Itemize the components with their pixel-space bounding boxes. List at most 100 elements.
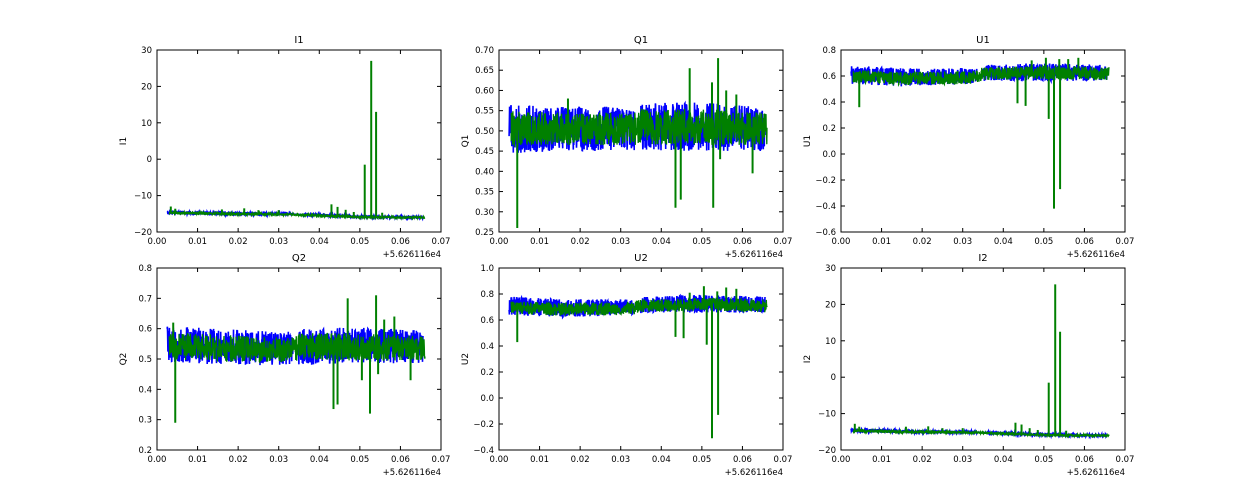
x-tick-label: 0.07 xyxy=(432,455,451,465)
x-tick-label: 0.02 xyxy=(913,237,932,247)
subplot-q2: 0.00 0.01 0.02 0.03 0.04 0.05 0.06 0.07 0.2 0.3 0.… xyxy=(119,253,450,478)
y-axis-label: U2 xyxy=(461,353,471,365)
y-tick-label: −10 xyxy=(818,410,836,420)
x-tick-label: 0.04 xyxy=(652,237,671,247)
x-offset-label: +5.626116e4 xyxy=(383,250,441,260)
x-tick-label: 0.03 xyxy=(953,237,972,247)
x-tick-label: 0.05 xyxy=(692,237,711,247)
x-tick-label: 0.00 xyxy=(490,237,509,247)
x-tick-label: 0.01 xyxy=(530,237,549,247)
series-2-line xyxy=(852,64,1110,87)
plot-area xyxy=(166,295,426,423)
chart-title: I1 xyxy=(294,35,303,46)
y-tick-label: 0.3 xyxy=(138,416,152,426)
y-tick-label: 30 xyxy=(141,46,152,56)
x-tick-label: 0.03 xyxy=(953,455,972,465)
y-axis-label: U1 xyxy=(803,135,813,147)
subplot-u1: 0.00 0.01 0.02 0.03 0.04 0.05 0.06 0.07 −0.6 −0.4… xyxy=(803,35,1134,260)
subplot-i1: 0.00 0.01 0.02 0.03 0.04 0.05 0.06 0.07 −20 −10 0 1… xyxy=(119,35,450,260)
y-tick-label: 0.6 xyxy=(822,72,836,82)
y-tick-label: 0.8 xyxy=(138,264,152,274)
x-tick-label: 0.03 xyxy=(269,455,288,465)
y-tick-label: 1.0 xyxy=(480,264,494,274)
y-tick-label: 10 xyxy=(825,337,836,347)
y-tick-label: −20 xyxy=(818,446,836,456)
subplot-i2: 0.00 0.01 0.02 0.03 0.04 0.05 0.06 0.07 −20 −10 0 1… xyxy=(803,253,1134,478)
x-tick-label: 0.07 xyxy=(1116,455,1135,465)
y-tick-label: 0.4 xyxy=(480,342,494,352)
plot-area xyxy=(850,284,1110,440)
y-tick-label: 0.45 xyxy=(475,147,494,157)
series-2 xyxy=(168,295,426,423)
y-tick-label: 0.0 xyxy=(822,150,836,160)
y-tick-label: 0.60 xyxy=(475,86,494,96)
x-tick-label: 0.04 xyxy=(652,455,671,465)
series-2 xyxy=(168,60,426,221)
y-tick-label: 0.25 xyxy=(475,228,494,238)
x-tick-label: 0.03 xyxy=(611,455,630,465)
y-tick-label: 0.70 xyxy=(475,46,494,56)
series-2 xyxy=(510,286,768,439)
y-tick-label: 0.65 xyxy=(475,66,494,76)
x-tick-label: 0.01 xyxy=(188,455,207,465)
axes-frame xyxy=(498,49,784,233)
x-offset-label: +5.626116e4 xyxy=(1067,468,1125,478)
x-tick-label: 0.02 xyxy=(913,455,932,465)
x-tick-label: 0.06 xyxy=(391,455,410,465)
x-tick-label: 0.00 xyxy=(148,237,167,247)
y-tick-label: 0.6 xyxy=(138,325,152,335)
y-tick-label: 0.40 xyxy=(475,167,494,177)
y-tick-label: −0.4 xyxy=(815,202,836,212)
x-tick-label: 0.00 xyxy=(832,455,851,465)
y-tick-label: 0.0 xyxy=(480,394,494,404)
subplot-q1: 0.00 0.01 0.02 0.03 0.04 0.05 0.06 0.07 0.25 0.30… xyxy=(461,35,792,260)
y-tick-label: 0.2 xyxy=(480,368,494,378)
x-tick-label: 0.02 xyxy=(229,455,248,465)
y-tick-label: 30 xyxy=(825,264,836,274)
plot-area xyxy=(508,58,768,228)
chart-title: Q2 xyxy=(292,253,306,264)
x-tick-label: 0.07 xyxy=(1116,237,1135,247)
chart-title: I2 xyxy=(978,253,987,264)
chart-title: U1 xyxy=(976,35,990,46)
x-tick-label: 0.05 xyxy=(350,455,369,465)
y-tick-label: 0.4 xyxy=(822,98,836,108)
y-tick-label: 0.2 xyxy=(822,124,836,134)
plot-area xyxy=(166,60,426,222)
x-tick-label: 0.05 xyxy=(350,237,369,247)
x-tick-label: 0.02 xyxy=(571,455,590,465)
y-tick-label: −20 xyxy=(134,228,152,238)
x-tick-label: 0.02 xyxy=(229,237,248,247)
x-tick-label: 0.06 xyxy=(1075,455,1094,465)
x-offset-label: +5.626116e4 xyxy=(725,468,783,478)
x-tick-label: 0.04 xyxy=(994,237,1013,247)
y-tick-label: 0.2 xyxy=(138,446,152,456)
x-offset-label: +5.626116e4 xyxy=(1067,250,1125,260)
y-tick-label: 0.7 xyxy=(138,294,152,304)
y-tick-label: 0.35 xyxy=(475,188,494,198)
y-tick-label: 0.6 xyxy=(480,316,494,326)
y-axis-label: Q1 xyxy=(461,135,471,148)
series-2-line xyxy=(510,296,768,317)
x-tick-label: 0.06 xyxy=(733,237,752,247)
plot-area xyxy=(508,286,768,439)
x-tick-label: 0.05 xyxy=(1034,455,1053,465)
x-tick-label: 0.03 xyxy=(611,237,630,247)
x-tick-label: 0.07 xyxy=(774,455,793,465)
y-tick-label: 10 xyxy=(141,119,152,129)
y-tick-label: 20 xyxy=(825,300,836,310)
y-tick-label: −0.4 xyxy=(473,446,494,456)
x-tick-label: 0.07 xyxy=(432,237,451,247)
x-tick-label: 0.05 xyxy=(692,455,711,465)
x-tick-label: 0.01 xyxy=(872,237,891,247)
axes-frame xyxy=(840,267,1126,451)
x-tick-label: 0.07 xyxy=(774,237,793,247)
x-tick-label: 0.04 xyxy=(310,455,329,465)
axes-frame xyxy=(156,49,442,233)
y-tick-label: −10 xyxy=(134,192,152,202)
series-2 xyxy=(852,57,1110,209)
y-tick-label: −0.2 xyxy=(473,420,494,430)
x-tick-label: 0.01 xyxy=(530,455,549,465)
x-tick-label: 0.01 xyxy=(872,455,891,465)
